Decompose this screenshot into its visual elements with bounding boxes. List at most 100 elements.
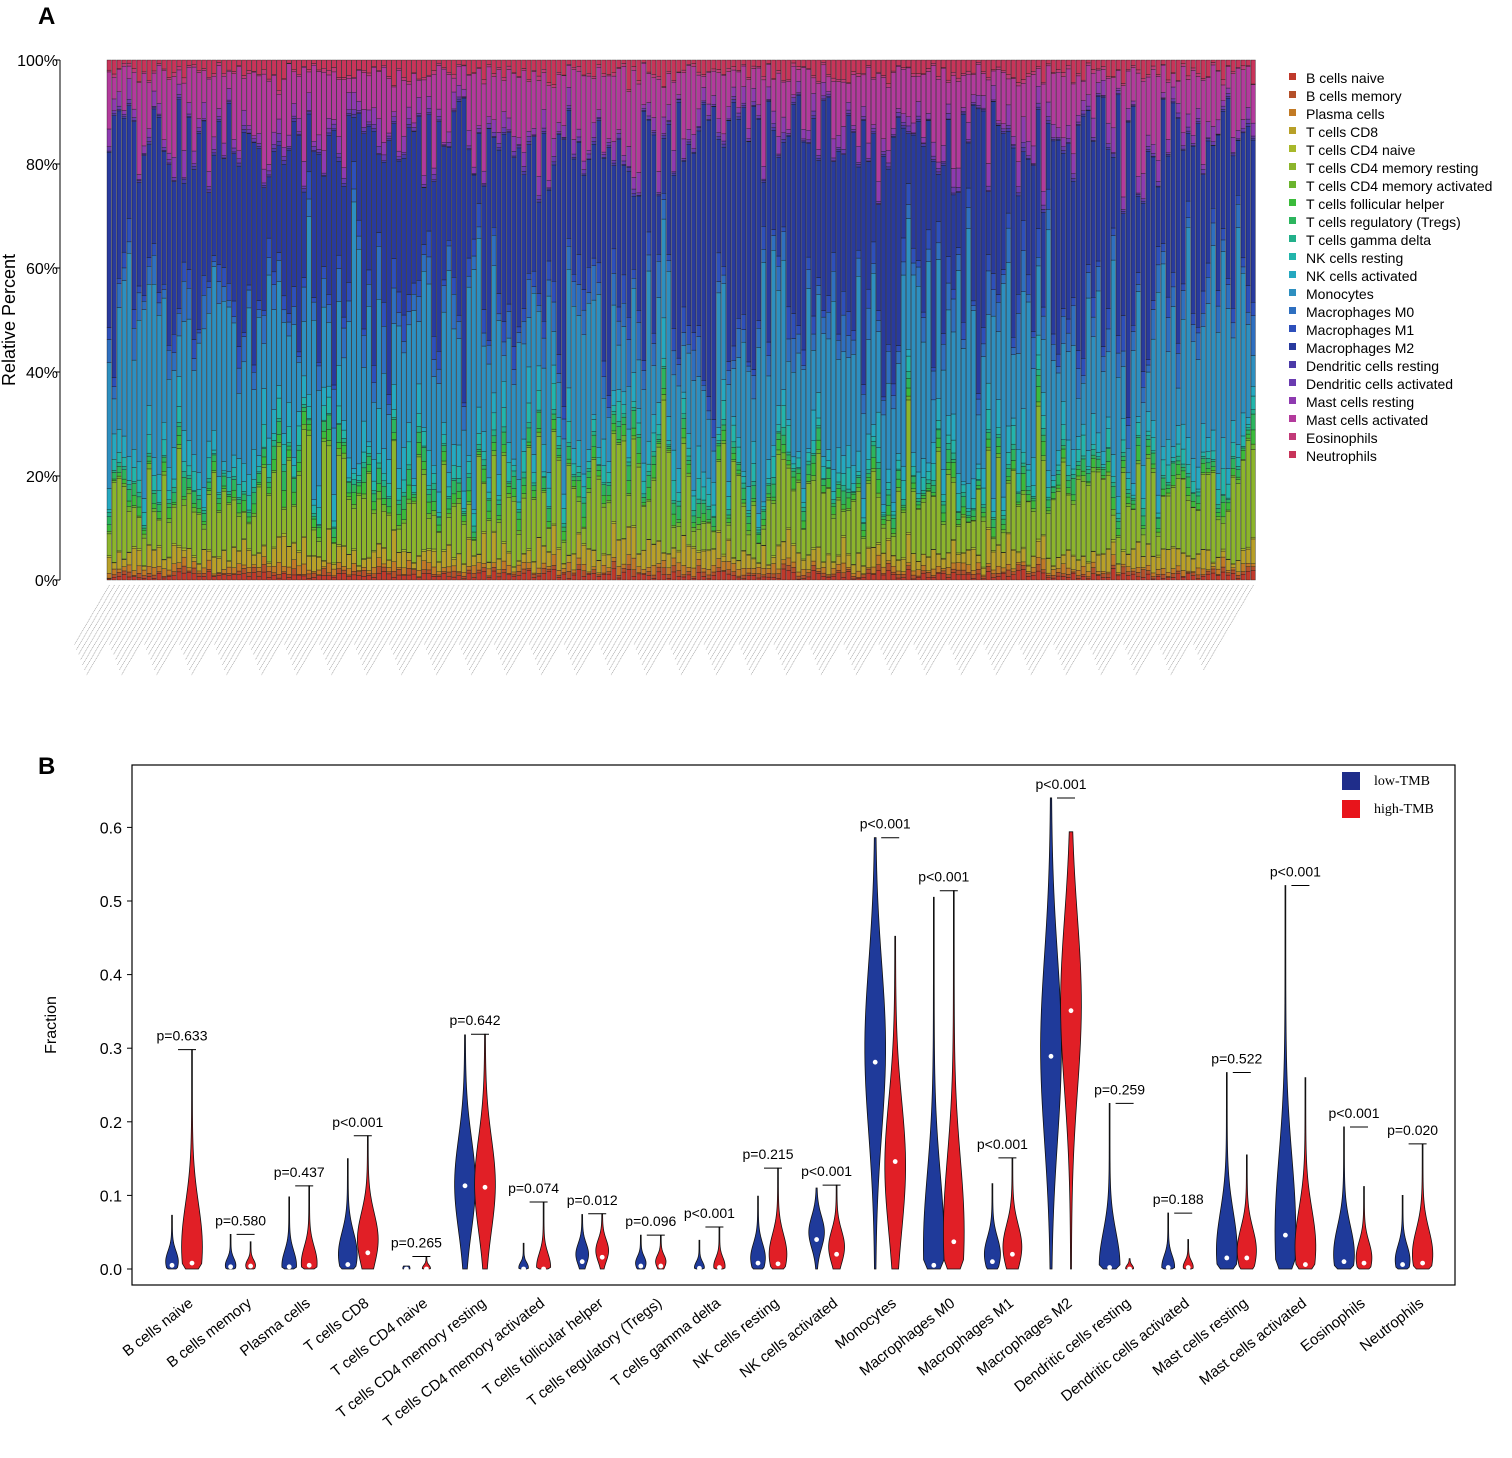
bar-segment (1110, 157, 1116, 229)
bar-segment (371, 459, 377, 482)
bar-segment (941, 333, 946, 345)
bar-segment (566, 65, 572, 88)
bar-segment (191, 163, 197, 167)
bar-segment (1170, 102, 1176, 273)
bar-segment (1165, 152, 1171, 155)
bar-segment (311, 63, 317, 66)
bar-segment (1185, 126, 1191, 132)
bar-segment (421, 59, 427, 78)
bar-segment (241, 75, 247, 79)
bar-segment (856, 146, 861, 163)
bar-segment (426, 283, 432, 451)
bar-segment (351, 188, 357, 203)
bar-segment (1021, 462, 1026, 467)
bar-segment (931, 463, 936, 481)
bar-segment (261, 464, 267, 468)
bar-segment (671, 525, 677, 528)
bar-segment (701, 571, 707, 577)
bar-segment (541, 471, 547, 477)
bar-segment (281, 566, 287, 572)
bar-segment (291, 457, 297, 466)
bar-segment (501, 321, 507, 343)
bar-segment (771, 445, 776, 457)
bar-segment (976, 414, 981, 465)
bar-segment (606, 461, 612, 473)
bar-segment (786, 136, 791, 308)
bar-segment (801, 349, 806, 366)
bar-segment (516, 511, 522, 520)
bar-segment (1075, 475, 1081, 480)
bar-segment (1130, 499, 1136, 505)
bar-segment (371, 365, 377, 383)
bar-segment (656, 59, 662, 77)
bar-segment (516, 501, 522, 510)
bar-segment (166, 164, 172, 346)
bar-segment (256, 567, 262, 572)
bar-segment (861, 73, 866, 76)
bar-segment (961, 75, 966, 108)
bar-segment (741, 341, 747, 472)
bar-segment (151, 243, 157, 256)
bar-segment (456, 553, 462, 572)
bar-segment (451, 110, 457, 113)
bar-segment (861, 498, 866, 519)
bar-segment (256, 482, 262, 485)
bar-segment (1100, 577, 1106, 581)
bar-segment (351, 78, 357, 93)
bar-segment (811, 547, 816, 550)
bar-segment (176, 448, 182, 546)
bar-segment (566, 87, 572, 106)
bar-segment (251, 512, 257, 517)
bar-segment (256, 486, 262, 553)
bar-segment (291, 465, 297, 478)
bar-segment (956, 574, 961, 581)
bar-segment (626, 495, 632, 527)
bar-segment (761, 576, 767, 581)
bar-segment (1125, 121, 1131, 418)
bar-segment (401, 152, 407, 155)
bar-segment (276, 145, 282, 253)
bar-segment (781, 559, 786, 565)
bar-segment (226, 566, 232, 574)
bar-segment (1095, 82, 1101, 94)
bar-segment (636, 408, 642, 424)
bar-segment (116, 307, 122, 430)
bar-segment (241, 491, 247, 495)
bar-segment (311, 320, 317, 500)
sample-bar (686, 59, 692, 581)
bar-segment (806, 448, 811, 454)
bar-segment (456, 59, 462, 65)
bar-segment (686, 325, 692, 345)
bar-segment (531, 573, 537, 578)
bar-segment (356, 463, 362, 476)
bar-segment (261, 467, 267, 546)
bar-segment (581, 59, 587, 76)
bar-segment (841, 490, 846, 505)
bar-segment (686, 433, 692, 449)
sample-bar (901, 59, 906, 581)
bar-segment (271, 548, 277, 567)
bar-segment (226, 502, 232, 505)
sample-bar (171, 59, 177, 581)
bar-segment (906, 125, 911, 132)
bar-segment (1185, 500, 1191, 556)
bar-segment (671, 350, 677, 376)
bar-segment (751, 481, 757, 486)
bar-segment (256, 317, 262, 456)
sample-bar (486, 59, 492, 581)
bar-segment (821, 466, 826, 479)
bar-segment (486, 568, 492, 577)
bar-segment (931, 549, 936, 570)
bar-segment (226, 101, 232, 104)
bar-segment (436, 108, 442, 117)
bar-segment (156, 518, 162, 521)
bar-segment (1165, 81, 1171, 140)
bar-segment (576, 564, 582, 570)
bar-segment (876, 73, 881, 182)
bar-segment (1036, 109, 1041, 229)
bar-segment (901, 261, 906, 276)
bar-segment (1060, 573, 1066, 577)
bar-segment (251, 567, 257, 573)
bar-segment (436, 65, 442, 110)
bar-segment (471, 537, 477, 540)
